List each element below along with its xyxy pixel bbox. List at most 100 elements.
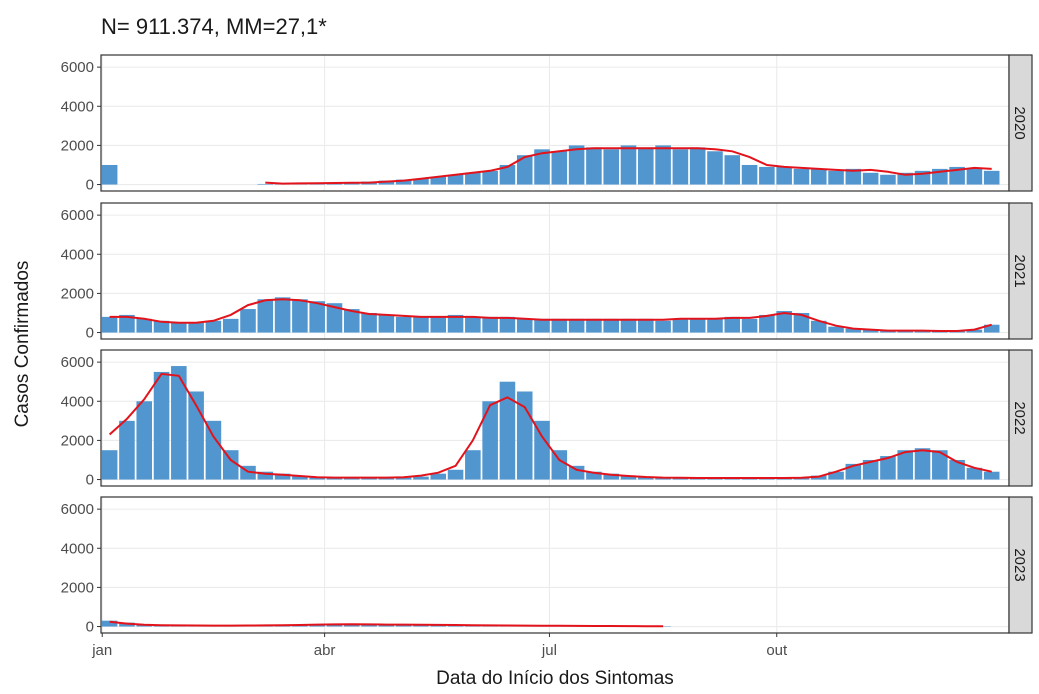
bar [430, 317, 446, 333]
bar [552, 151, 568, 184]
bar [465, 317, 481, 333]
bar [603, 149, 619, 184]
bar [534, 319, 550, 333]
bar [690, 319, 706, 333]
bar [655, 145, 671, 184]
bar [724, 317, 740, 333]
bar [482, 171, 498, 185]
bar [759, 315, 775, 333]
bar [655, 321, 671, 333]
bar [482, 401, 498, 479]
y-tick-label: 0 [86, 325, 94, 342]
y-tick-label: 2000 [61, 137, 94, 154]
bar [690, 147, 706, 184]
x-tick-label: jan [91, 642, 112, 659]
bar [707, 319, 723, 333]
y-tick-label: 6000 [61, 207, 94, 224]
bar [379, 315, 395, 333]
y-tick-label: 4000 [61, 540, 94, 557]
bar [673, 319, 689, 333]
strip-label: 2020 [1011, 106, 1028, 139]
bar [742, 165, 758, 185]
panel-background [101, 497, 1009, 633]
y-tick-label: 2000 [61, 285, 94, 302]
bar [206, 321, 222, 333]
bar [794, 169, 810, 185]
bar [517, 319, 533, 333]
x-axis-label: Data do Início dos Sintomas [436, 668, 674, 689]
bar [880, 175, 896, 185]
bar [967, 169, 983, 185]
bar [742, 319, 758, 333]
bar [119, 421, 135, 480]
bar [136, 319, 152, 333]
bar [776, 167, 792, 185]
panel-background [101, 203, 1009, 339]
bar [275, 297, 291, 332]
strip-label: 2023 [1011, 548, 1028, 581]
bar [482, 317, 498, 333]
bar [621, 145, 637, 184]
y-tick-label: 2000 [61, 432, 94, 449]
y-tick-label: 2000 [61, 579, 94, 596]
bar [586, 319, 602, 333]
bar [863, 173, 879, 185]
bar [223, 319, 239, 333]
bar [621, 319, 637, 333]
bar [361, 313, 377, 333]
bar [984, 171, 1000, 185]
y-tick-label: 6000 [61, 501, 94, 518]
y-tick-label: 6000 [61, 59, 94, 76]
bar [102, 450, 118, 479]
y-tick-label: 0 [86, 472, 94, 489]
bar [552, 450, 568, 479]
y-tick-label: 0 [86, 177, 94, 194]
bar [500, 317, 516, 333]
bar [724, 155, 740, 184]
bar [638, 319, 654, 333]
bar [136, 401, 152, 479]
bar [586, 147, 602, 184]
x-tick-label: abr [314, 642, 336, 659]
bar [707, 151, 723, 184]
bar [171, 323, 187, 333]
bar [638, 147, 654, 184]
bar [396, 317, 412, 333]
y-tick-label: 4000 [61, 246, 94, 263]
bar [811, 169, 827, 185]
y-tick-label: 4000 [61, 98, 94, 115]
bar [465, 450, 481, 479]
bar [188, 323, 204, 333]
bar [569, 466, 585, 480]
bar [240, 309, 256, 332]
bar [154, 372, 170, 480]
bar [448, 470, 464, 480]
bar [102, 317, 118, 333]
chart-title: N= 911.374, MM=27,1* [101, 14, 327, 39]
bar [759, 167, 775, 185]
bar [258, 299, 274, 332]
y-axis-label: Casos Confirmados [12, 261, 33, 428]
bar [673, 149, 689, 184]
bar [552, 319, 568, 333]
bar [292, 299, 308, 332]
x-tick-label: out [766, 642, 788, 659]
bar [828, 171, 844, 185]
strip-label: 2021 [1011, 254, 1028, 287]
bar [534, 421, 550, 480]
x-tick-label: jul [541, 642, 557, 659]
y-tick-label: 4000 [61, 393, 94, 410]
bar [206, 421, 222, 480]
bar [171, 366, 187, 479]
bar [102, 165, 118, 185]
bar [603, 319, 619, 333]
bar [413, 317, 429, 333]
bar [258, 184, 274, 185]
y-tick-label: 0 [86, 619, 94, 636]
bar [309, 301, 325, 332]
bar [984, 472, 1000, 480]
bar [465, 173, 481, 185]
bar [915, 448, 931, 479]
strip-label: 2022 [1011, 401, 1028, 434]
